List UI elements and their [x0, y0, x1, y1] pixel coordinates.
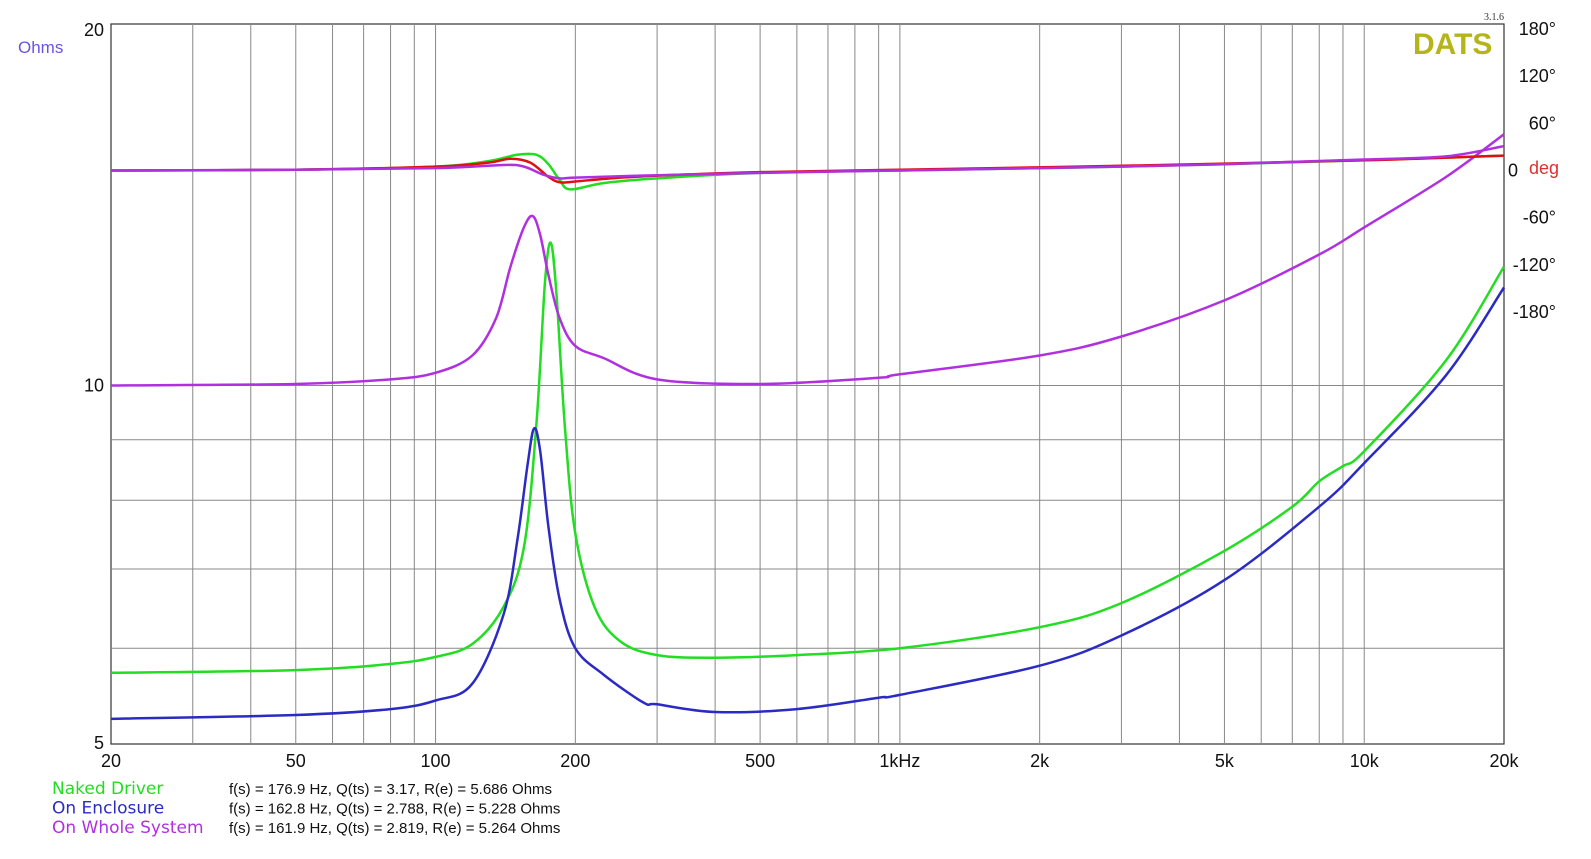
- x-tick-label: 5k: [1215, 751, 1235, 771]
- x-tick-label: 2k: [1030, 751, 1050, 771]
- x-tick-label: 50: [286, 751, 306, 771]
- y2-tick-label: 60°: [1529, 113, 1556, 133]
- impedance-curve-naked: [110, 241, 1506, 675]
- legend-info: f(s) = 162.8 Hz, Q(ts) = 2.788, R(e) = 5…: [229, 801, 560, 818]
- dats-logo: DATS: [1413, 28, 1492, 61]
- y2-tick-label: -120°: [1513, 255, 1556, 275]
- legend-label: On Whole System: [52, 818, 204, 838]
- x-tick-label: 200: [560, 751, 590, 771]
- legend-info: f(s) = 161.9 Hz, Q(ts) = 2.819, R(e) = 5…: [229, 820, 560, 837]
- y-tick-label: 5: [94, 733, 104, 753]
- y2-tick-label: 120°: [1519, 66, 1556, 86]
- y-tick-label: 20: [84, 20, 104, 40]
- y2-tick-label: -180°: [1513, 302, 1556, 322]
- y-axis-label: Ohms: [18, 38, 63, 57]
- x-tick-label: 20: [101, 751, 121, 771]
- x-tick-label: 20k: [1489, 751, 1519, 771]
- y-tick-label: 10: [84, 376, 104, 396]
- legend-label: Naked Driver: [52, 779, 163, 799]
- plot-frame: [110, 23, 1505, 745]
- impedance-curve-whole: [110, 133, 1505, 387]
- legend-label: On Enclosure: [52, 799, 164, 819]
- legend: Naked Driver f(s) = 176.9 Hz, Q(ts) = 3.1…: [52, 779, 560, 838]
- x-tick-labels: 20 50 100 200 500 1kHz 2k 5k 10k 20k: [101, 751, 1520, 771]
- y2-tick-label: -60°: [1523, 208, 1556, 228]
- y2-tick-labels: 180° 120° 60° 0 -60° -120° -180°: [1508, 19, 1556, 322]
- legend-info: f(s) = 176.9 Hz, Q(ts) = 3.17, R(e) = 5.…: [229, 781, 552, 798]
- version-label: 3.1.6: [1484, 12, 1504, 23]
- x-tick-label: 10k: [1350, 751, 1380, 771]
- y-tick-labels: 5 10 20: [84, 20, 104, 753]
- impedance-curve-enclosure: [110, 286, 1506, 721]
- phase-curve-whole: [110, 144, 1505, 180]
- grid: [111, 24, 1504, 744]
- y2-tick-label: 0: [1508, 161, 1518, 181]
- curves: [110, 133, 1506, 721]
- y2-axis-label: deg: [1529, 158, 1559, 178]
- y2-tick-label: 180°: [1519, 19, 1556, 39]
- x-tick-label: 1kHz: [879, 751, 920, 771]
- x-tick-label: 500: [745, 751, 775, 771]
- x-tick-label: 100: [421, 751, 451, 771]
